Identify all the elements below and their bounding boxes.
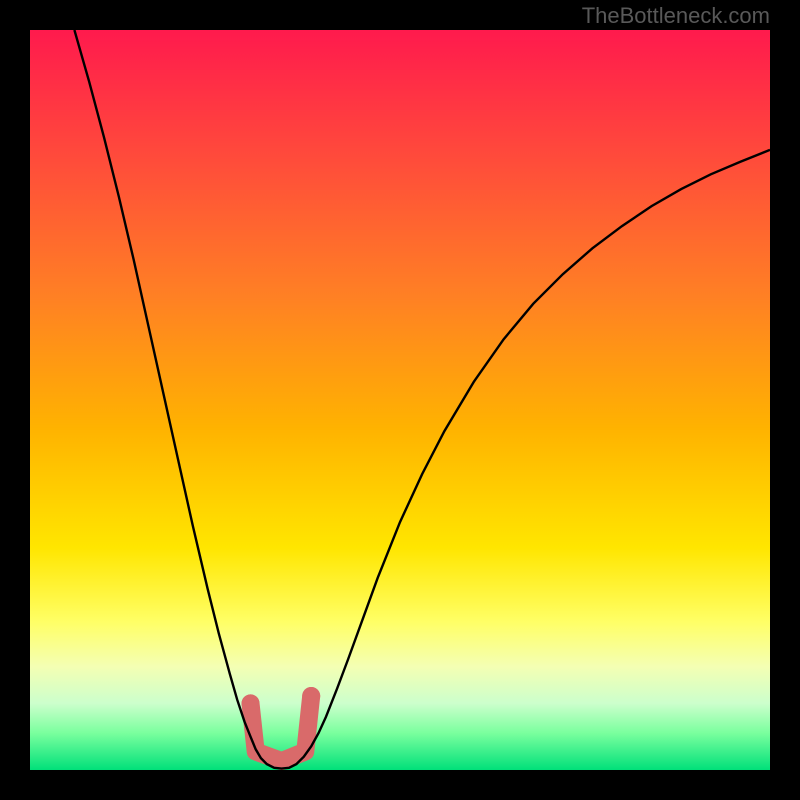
plot-background bbox=[30, 30, 770, 770]
plot-area bbox=[30, 30, 770, 770]
watermark-text: TheBottleneck.com bbox=[582, 3, 770, 29]
plot-svg bbox=[30, 30, 770, 770]
chart-frame: TheBottleneck.com bbox=[0, 0, 800, 800]
